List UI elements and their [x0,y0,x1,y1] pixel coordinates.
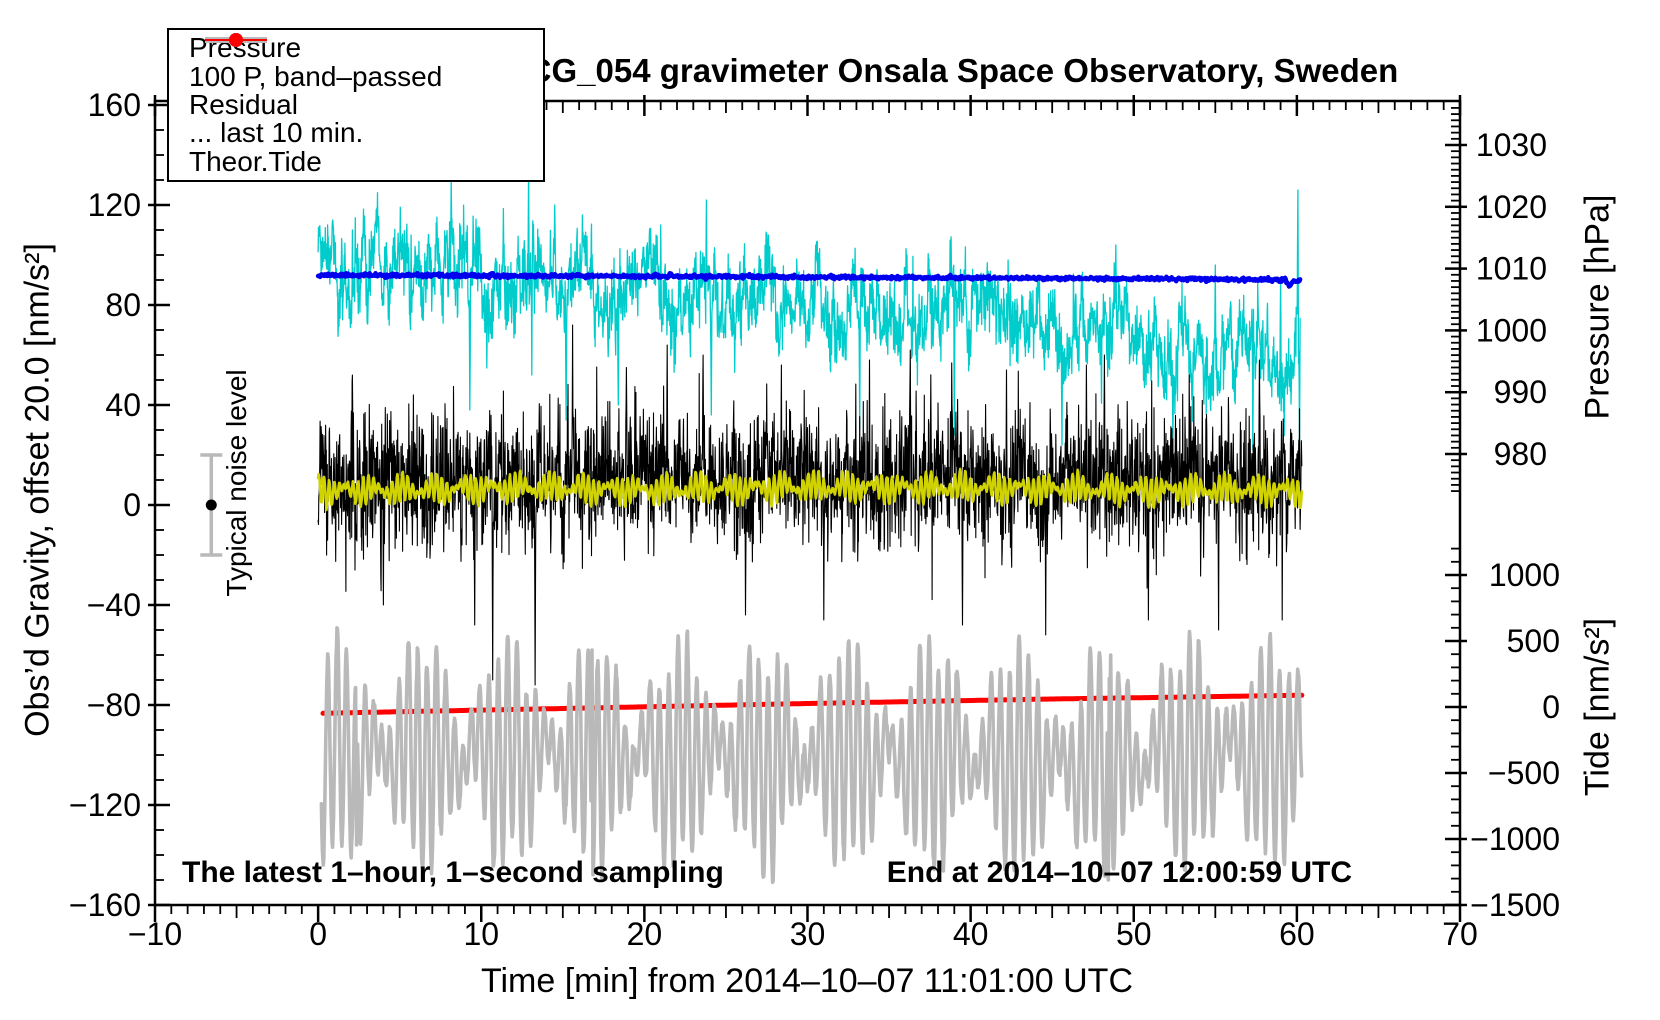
legend-item-band-passed: 100 P, band–passed [169,33,543,92]
legend-item-last-10-min: ... last 10 min. [169,37,543,149]
svg-text:−500: −500 [1488,755,1560,791]
svg-text:80: 80 [105,287,141,323]
legend-item-theor-tide: Theor.Tide [169,33,543,177]
y-axis-title-pressure: Pressure [hPa] [1578,194,1617,420]
svg-text:0: 0 [123,487,141,523]
svg-text:40: 40 [105,387,141,423]
series-residual [317,324,1303,686]
note-end-time: End at 2014–10–07 12:00:59 UTC [886,856,1352,889]
svg-text:10: 10 [463,916,499,952]
svg-text:990: 990 [1494,374,1547,410]
svg-text:40: 40 [953,916,989,952]
series-last10 [319,626,1304,885]
svg-text:−10: −10 [128,916,182,952]
svg-text:1030: 1030 [1476,127,1547,163]
svg-text:1020: 1020 [1476,189,1547,225]
svg-text:160: 160 [88,87,141,123]
svg-text:70: 70 [1442,916,1478,952]
y-axis-title-tide: Tide [nm/s²] [1578,617,1617,797]
legend: Pressure 100 P, band–passed Residual... la… [167,28,545,182]
chart-title: SCG_054 gravimeter Onsala Space Observat… [505,52,1399,89]
svg-text:−40: −40 [87,587,141,623]
svg-text:980: 980 [1494,436,1547,472]
svg-text:60: 60 [1279,916,1315,952]
pressure-axis-ticks: 980 990 1000 1010 1020 1030 [1445,107,1547,492]
gravity-axis-ticks: −160 −120 −80 −40 0 40 80 120 160 [69,87,170,923]
legend-item-residual: Residual [169,37,543,120]
svg-text:−80: −80 [87,687,141,723]
series-pressure [315,270,1303,289]
svg-text:1010: 1010 [1476,251,1547,287]
series-residual_bp [316,467,1304,512]
data-series [315,164,1305,885]
svg-text:0: 0 [1542,689,1560,725]
y-axis-title-gravity: Obs’d Gravity, offset 20.0 [nm/s²] [18,243,57,737]
legend-swatch-theor-tide [205,33,267,47]
svg-text:50: 50 [1116,916,1152,952]
svg-text:30: 30 [790,916,826,952]
legend-label-theor-tide: Theor.Tide [189,145,322,177]
svg-text:500: 500 [1507,623,1560,659]
svg-text:0: 0 [309,916,327,952]
noise-level-label: Typical noise level [221,369,252,597]
svg-text:20: 20 [627,916,663,952]
svg-text:−160: −160 [69,887,141,923]
legend-label-residual: Residual [189,88,298,120]
svg-text:−1000: −1000 [1470,821,1560,857]
tide-axis-ticks: −1500 −1000 −500 0 500 1000 [1445,547,1560,923]
x-axis-title: Time [min] from 2014–10–07 11:01:00 UTC [481,962,1133,1000]
legend-label-last-10-min: ... last 10 min. [189,117,364,149]
svg-text:120: 120 [88,187,141,223]
note-sampling: The latest 1–hour, 1–second sampling [182,856,724,889]
svg-text:−1500: −1500 [1470,887,1560,923]
noise-level-dot [205,499,217,511]
noise-level-marker [200,453,223,557]
legend-marker-dot [229,33,243,47]
svg-text:−120: −120 [69,787,141,823]
svg-text:1000: 1000 [1489,557,1560,593]
series-band_passed [317,164,1301,451]
svg-text:1000: 1000 [1476,312,1547,348]
legend-label-band-passed: 100 P, band–passed [189,60,443,92]
